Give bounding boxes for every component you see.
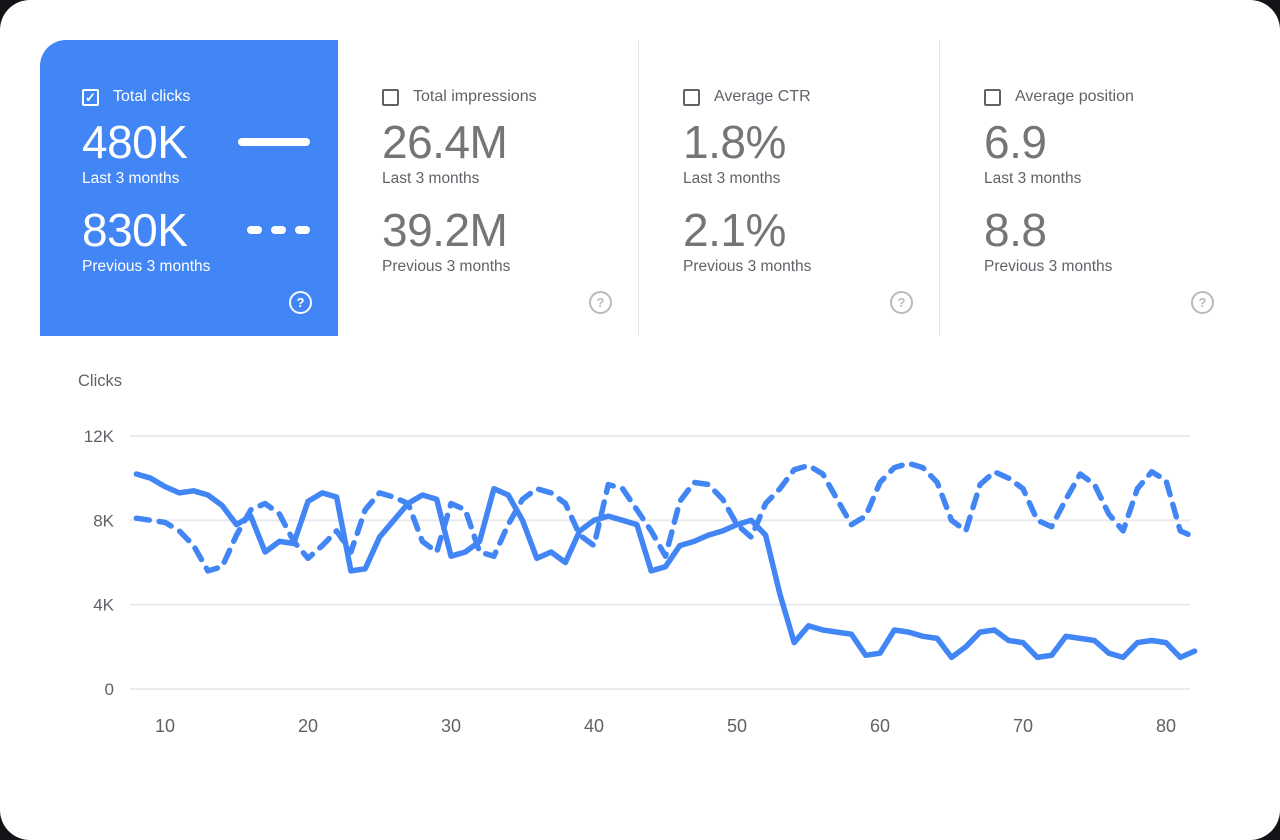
- axis-tick-label: 4K: [93, 596, 114, 615]
- metric-card-header: Total impressions: [382, 86, 610, 108]
- primary-caption: Last 3 months: [984, 170, 1082, 187]
- dashed-line-swatch-icon: [247, 226, 310, 234]
- primary-caption: Last 3 months: [683, 170, 781, 187]
- metrics-row: ✓ Total clicks 480K Last 3 months 830K P…: [40, 40, 1240, 336]
- primary-value: 1.8%: [683, 116, 786, 168]
- primary-value-row: 480K: [82, 114, 310, 170]
- solid-line-swatch-icon: [238, 138, 310, 146]
- axis-tick-label: 20: [298, 716, 318, 736]
- secondary-value: 2.1%: [683, 204, 786, 256]
- metric-label: Average CTR: [714, 88, 811, 105]
- axis-tick-label: 40: [584, 716, 604, 736]
- checkbox-unchecked-icon[interactable]: [683, 88, 700, 106]
- primary-value-row: 6.9: [984, 114, 1212, 170]
- primary-value-row: 26.4M: [382, 114, 610, 170]
- help-icon[interactable]: ?: [289, 291, 312, 314]
- checkbox-unchecked-icon[interactable]: [984, 88, 1001, 106]
- primary-value: 26.4M: [382, 116, 508, 168]
- metric-card-average-ctr[interactable]: Average CTR 1.8% Last 3 months 2.1% Prev…: [638, 40, 939, 336]
- checkbox-checked-icon[interactable]: ✓: [82, 88, 99, 106]
- axis-tick-label: 70: [1013, 716, 1033, 736]
- secondary-caption: Previous 3 months: [382, 258, 511, 275]
- help-icon[interactable]: ?: [890, 291, 913, 314]
- primary-value: 480K: [82, 116, 188, 168]
- current-period-line: [133, 471, 1198, 661]
- secondary-caption: Previous 3 months: [984, 258, 1113, 275]
- metric-card-header: Average position: [984, 86, 1212, 108]
- clicks-line-chart: 0 4K 8K 12K 10 20 30 40 50 60 70 80: [84, 427, 1198, 736]
- checkbox-unchecked-icon[interactable]: [382, 88, 399, 106]
- primary-caption: Last 3 months: [82, 170, 180, 187]
- primary-caption: Last 3 months: [382, 170, 480, 187]
- axis-tick-label: 50: [727, 716, 747, 736]
- secondary-value: 39.2M: [382, 204, 508, 256]
- metric-card-header: ✓ Total clicks: [82, 86, 310, 108]
- metric-card-header: Average CTR: [683, 86, 911, 108]
- axis-tick-label: 8K: [93, 511, 114, 530]
- secondary-value-row: 8.8: [984, 202, 1212, 258]
- check-glyph-icon: ✓: [85, 89, 96, 105]
- secondary-caption: Previous 3 months: [82, 258, 211, 275]
- primary-value-row: 1.8%: [683, 114, 911, 170]
- axis-tick-label: 0: [105, 680, 114, 699]
- metric-label: Total clicks: [113, 88, 191, 105]
- axis-tick-label: 10: [155, 716, 175, 736]
- secondary-value: 830K: [82, 204, 188, 256]
- secondary-value: 8.8: [984, 204, 1047, 256]
- metric-card-total-impressions[interactable]: Total impressions 26.4M Last 3 months 39…: [338, 40, 638, 336]
- secondary-value-row: 2.1%: [683, 202, 911, 258]
- metric-card-total-clicks[interactable]: ✓ Total clicks 480K Last 3 months 830K P…: [40, 40, 338, 336]
- axis-tick-label: 12K: [84, 427, 115, 446]
- secondary-caption: Previous 3 months: [683, 258, 812, 275]
- axis-tick-label: 80: [1156, 716, 1176, 736]
- axis-tick-label: 30: [441, 716, 461, 736]
- previous-period-line: [133, 460, 1198, 574]
- metric-label: Average position: [1015, 88, 1134, 105]
- help-icon[interactable]: ?: [1191, 291, 1214, 314]
- axis-tick-label: 60: [870, 716, 890, 736]
- secondary-value-row: 39.2M: [382, 202, 610, 258]
- metric-card-average-position[interactable]: Average position 6.9 Last 3 months 8.8 P…: [939, 40, 1240, 336]
- metric-label: Total impressions: [413, 88, 537, 105]
- secondary-value-row: 830K: [82, 202, 310, 258]
- primary-value: 6.9: [984, 116, 1047, 168]
- chart-axis-title: Clicks: [78, 372, 122, 390]
- help-icon[interactable]: ?: [589, 291, 612, 314]
